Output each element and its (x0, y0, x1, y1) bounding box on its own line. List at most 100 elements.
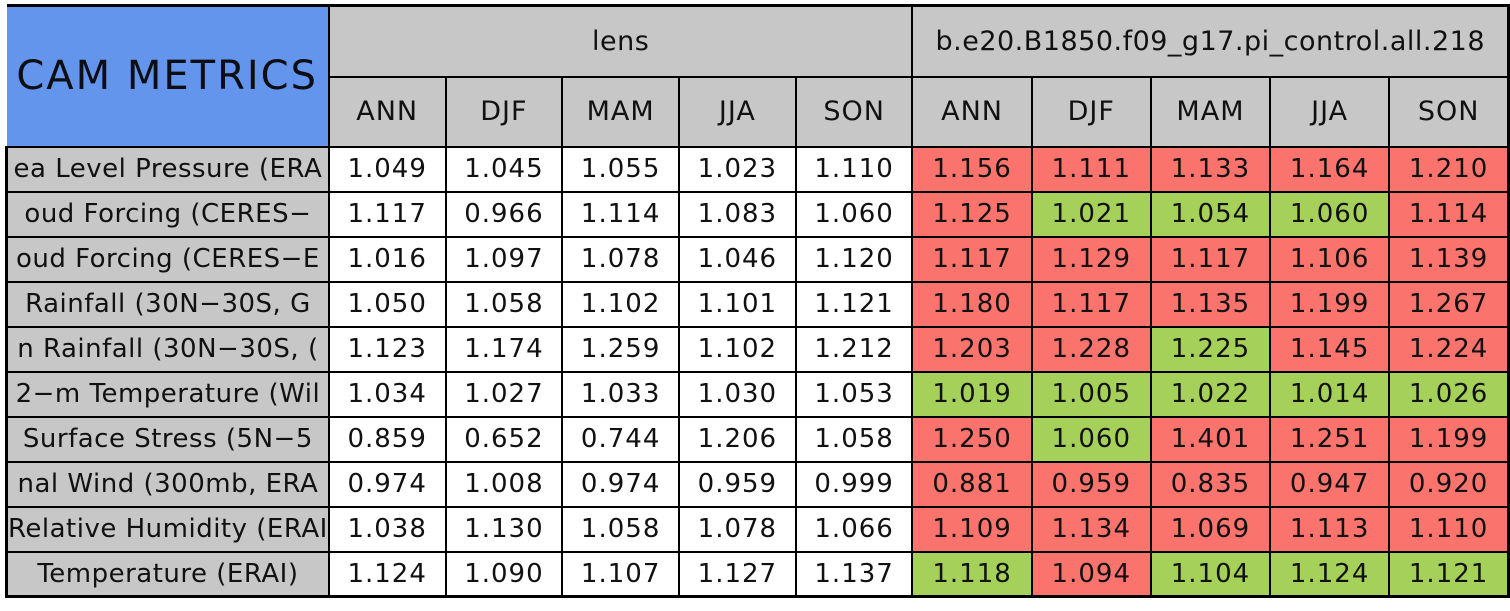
row-label: oud Forcing (CERES−E (4, 235, 330, 283)
control-value-ann: 1.180 (911, 280, 1033, 328)
control-value-mam: 1.133 (1149, 145, 1272, 193)
control-value-djf: 1.129 (1030, 235, 1152, 283)
row-label: nal Wind (300mb, ERA (4, 460, 330, 508)
control-value-ann: 1.019 (911, 370, 1033, 418)
lens-value-son: 1.110 (794, 145, 914, 193)
lens-value-mam: 0.974 (561, 460, 681, 508)
table-title: CAM METRICS (6, 4, 330, 148)
lens-value-ann: 1.050 (327, 280, 447, 328)
lens-value-son: 1.060 (794, 190, 914, 238)
lens-value-son: 1.121 (794, 280, 914, 328)
lens-value-jja: 1.127 (678, 550, 797, 598)
control-value-djf: 1.094 (1030, 550, 1152, 598)
lens-value-jja: 1.102 (678, 325, 797, 373)
control-value-jja: 1.113 (1269, 505, 1391, 553)
row-label: ea Level Pressure (ERA (4, 145, 330, 193)
lens-value-mam: 1.078 (561, 235, 681, 283)
lens-value-ann: 1.034 (327, 370, 447, 418)
lens-value-jja: 1.078 (678, 505, 797, 553)
lens-value-ann: 1.016 (327, 235, 447, 283)
lens-value-djf: 1.130 (444, 505, 564, 553)
cam-metrics-table: CAM METRICS lens b.e20.B1850.f09_g17.pi_… (4, 4, 1510, 598)
control-value-djf: 1.021 (1030, 190, 1152, 238)
lens-value-jja: 1.206 (678, 415, 797, 463)
season-header-lens-son: SON (794, 75, 914, 148)
control-value-mam: 1.069 (1149, 505, 1272, 553)
row-label: n Rainfall (30N−30S, ( (4, 325, 330, 373)
row-label: Surface Stress (5N−5 (4, 415, 330, 463)
control-value-djf: 1.060 (1030, 415, 1152, 463)
lens-value-djf: 1.045 (444, 145, 564, 193)
lens-value-djf: 1.174 (444, 325, 564, 373)
lens-value-mam: 1.102 (561, 280, 681, 328)
lens-value-son: 1.066 (794, 505, 914, 553)
lens-value-son: 0.999 (794, 460, 914, 508)
season-header-control-jja: JJA (1269, 75, 1391, 148)
lens-value-mam: 1.114 (561, 190, 681, 238)
lens-value-jja: 1.101 (678, 280, 797, 328)
lens-value-mam: 1.107 (561, 550, 681, 598)
lens-value-jja: 1.083 (678, 190, 797, 238)
lens-value-ann: 0.859 (327, 415, 447, 463)
control-value-ann: 1.250 (911, 415, 1033, 463)
season-header-control-mam: MAM (1149, 75, 1272, 148)
row-label: Temperature (ERAI) (4, 550, 330, 598)
metric-row-2: oud Forcing (CERES−E 1.016 1.097 1.078 1.046… (4, 235, 1510, 283)
cam-metrics-page: CAM METRICS lens b.e20.B1850.f09_g17.pi_… (4, 4, 1510, 598)
season-header-lens-djf: DJF (444, 75, 564, 148)
season-header-lens-jja: JJA (678, 75, 797, 148)
row-label: Rainfall (30N−30S, G (4, 280, 330, 328)
lens-value-son: 1.212 (794, 325, 914, 373)
control-value-jja: 1.124 (1269, 550, 1391, 598)
control-value-son: 1.224 (1388, 325, 1510, 373)
lens-value-mam: 0.744 (561, 415, 681, 463)
control-value-son: 1.210 (1388, 145, 1510, 193)
control-value-djf: 1.111 (1030, 145, 1152, 193)
lens-value-djf: 1.058 (444, 280, 564, 328)
lens-value-mam: 1.259 (561, 325, 681, 373)
lens-value-djf: 1.097 (444, 235, 564, 283)
control-value-djf: 1.005 (1030, 370, 1152, 418)
metric-row-3: Rainfall (30N−30S, G 1.050 1.058 1.102 1.101… (4, 280, 1510, 328)
lens-value-jja: 1.023 (678, 145, 797, 193)
lens-value-son: 1.053 (794, 370, 914, 418)
row-label: Relative Humidity (ERAI (4, 505, 330, 553)
lens-value-ann: 1.117 (327, 190, 447, 238)
row-label: oud Forcing (CERES− (4, 190, 330, 238)
control-value-ann: 1.117 (911, 235, 1033, 283)
control-value-ann: 1.203 (911, 325, 1033, 373)
control-value-mam: 0.835 (1149, 460, 1272, 508)
control-value-ann: 1.125 (911, 190, 1033, 238)
metric-row-5: 2−m Temperature (Wil 1.034 1.027 1.033 1.030… (4, 370, 1510, 418)
lens-value-jja: 1.046 (678, 235, 797, 283)
group-header-lens: lens (327, 4, 914, 78)
group-header-pi-control: b.e20.B1850.f09_g17.pi_control.all.218 (911, 4, 1510, 78)
control-value-djf: 1.134 (1030, 505, 1152, 553)
control-value-mam: 1.104 (1149, 550, 1272, 598)
control-value-ann: 1.156 (911, 145, 1033, 193)
control-value-jja: 1.014 (1269, 370, 1391, 418)
metric-row-0: ea Level Pressure (ERA 1.049 1.045 1.055 1.0… (4, 145, 1510, 193)
lens-value-djf: 0.652 (444, 415, 564, 463)
metric-row-4: n Rainfall (30N−30S, (1.123 1.174 1.259 1.1… (4, 325, 1510, 373)
season-header-lens-mam: MAM (561, 75, 681, 148)
lens-value-ann: 1.123 (327, 325, 447, 373)
lens-value-jja: 0.959 (678, 460, 797, 508)
season-header-control-djf: DJF (1030, 75, 1152, 148)
lens-value-jja: 1.030 (678, 370, 797, 418)
control-value-jja: 1.106 (1269, 235, 1391, 283)
control-value-jja: 1.251 (1269, 415, 1391, 463)
control-value-mam: 1.401 (1149, 415, 1272, 463)
control-value-jja: 1.164 (1269, 145, 1391, 193)
control-value-son: 1.026 (1388, 370, 1510, 418)
control-value-jja: 1.199 (1269, 280, 1391, 328)
season-header-lens-ann: ANN (327, 75, 447, 148)
control-value-son: 0.920 (1388, 460, 1510, 508)
metric-row-6: Surface Stress (5N−5 0.859 0.652 0.744 1.206… (4, 415, 1510, 463)
lens-value-mam: 1.055 (561, 145, 681, 193)
control-value-jja: 1.060 (1269, 190, 1391, 238)
control-value-mam: 1.054 (1149, 190, 1272, 238)
lens-value-djf: 0.966 (444, 190, 564, 238)
control-value-son: 1.199 (1388, 415, 1510, 463)
control-value-mam: 1.135 (1149, 280, 1272, 328)
